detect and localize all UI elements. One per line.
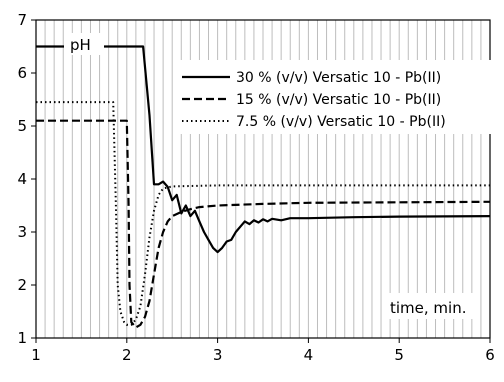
series-line-30pct bbox=[36, 45, 491, 254]
x-axis-label-group: time, min. bbox=[384, 293, 478, 319]
y-axis-label: pH bbox=[70, 36, 91, 54]
tick-layer: 1 2 3 4 5 6 1 2 3 4 5 6 7 bbox=[17, 11, 494, 364]
y-tick-label: 3 bbox=[17, 223, 27, 241]
legend-label-7-5pct: 7.5 % (v/v) Versatic 10 - Pb(II) bbox=[236, 114, 446, 130]
y-tick-label: 5 bbox=[17, 117, 27, 135]
x-tick-label: 3 bbox=[213, 346, 223, 364]
y-tick-label: 6 bbox=[17, 64, 27, 82]
x-tick-label: 6 bbox=[485, 346, 495, 364]
legend-label-30pct: 30 % (v/v) Versatic 10 - Pb(II) bbox=[236, 70, 441, 86]
series-layer bbox=[36, 45, 491, 329]
y-tick-label: 2 bbox=[17, 276, 27, 294]
legend-label-15pct: 15 % (v/v) Versatic 10 - Pb(II) bbox=[236, 92, 441, 108]
y-axis-label-group: pH bbox=[64, 33, 104, 55]
y-tick-label: 7 bbox=[17, 11, 27, 29]
x-tick-label: 2 bbox=[122, 346, 132, 364]
x-tick-label: 1 bbox=[31, 346, 41, 364]
y-tick-label: 4 bbox=[17, 170, 27, 188]
x-tick-label: 4 bbox=[304, 346, 314, 364]
x-axis-label: time, min. bbox=[390, 299, 466, 317]
y-tick-label: 1 bbox=[17, 329, 27, 347]
legend: 30 % (v/v) Versatic 10 - Pb(II) 15 % (v/… bbox=[174, 60, 492, 134]
x-axis-label-background bbox=[384, 293, 478, 319]
y-axis-label-background bbox=[64, 33, 104, 55]
x-tick-label: 5 bbox=[394, 346, 404, 364]
